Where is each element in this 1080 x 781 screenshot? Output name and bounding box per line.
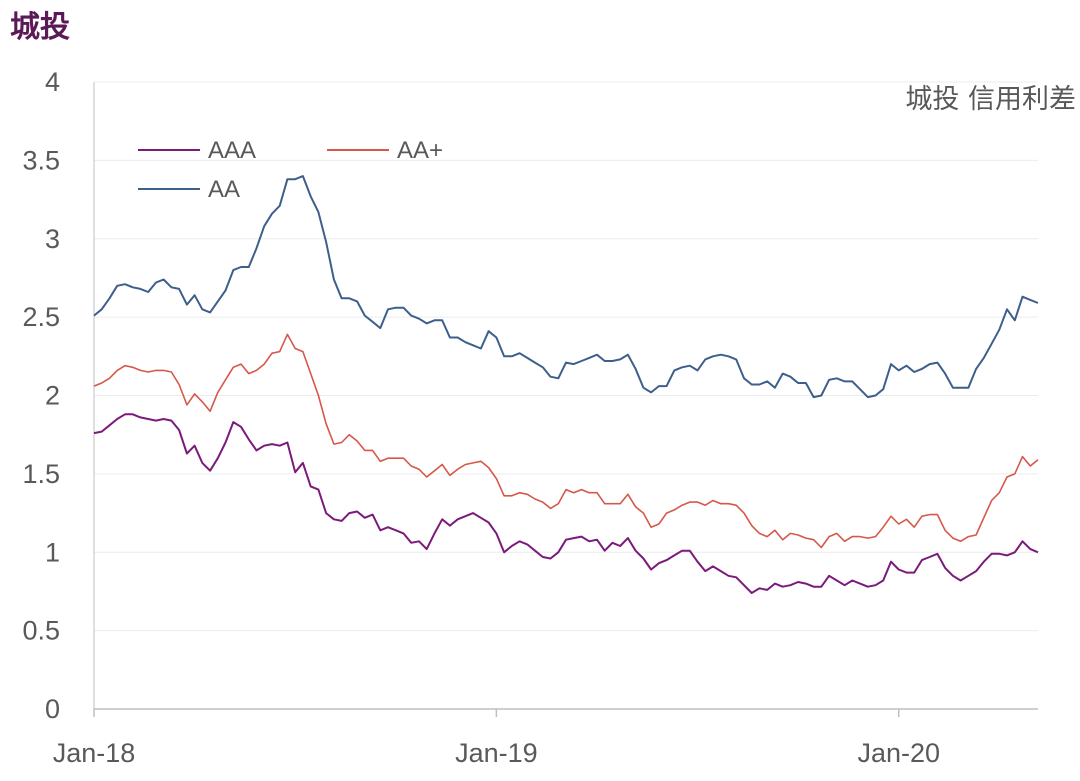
legend-label: AAA — [208, 137, 256, 164]
y-tick-label: 2 — [45, 381, 60, 411]
chart-title: 城投 信用利差 — [905, 84, 1076, 115]
series-line-aaplus — [93, 333, 1039, 549]
y-tick-label: 4 — [45, 67, 60, 97]
chart-legend: AAA AA+ AA — [138, 137, 443, 203]
gridlines — [94, 81, 1038, 632]
series-line-aa — [93, 175, 1039, 399]
x-tick-label: Jan-18 — [53, 738, 136, 768]
page-title: 城投 — [10, 10, 70, 45]
legend-label: AA — [208, 176, 240, 203]
y-axis-tick-labels: 0 0.5 1 1.5 2 2.5 3 3.5 4 — [22, 67, 60, 724]
y-tick-label: 1.5 — [22, 459, 60, 489]
x-axis-tick-labels: Jan-18 Jan-19 Jan-20 — [53, 709, 940, 768]
y-tick-label: 3 — [45, 224, 60, 254]
y-tick-label: 3.5 — [22, 145, 60, 175]
y-tick-label: 0 — [45, 694, 60, 724]
y-tick-label: 0.5 — [22, 616, 60, 646]
x-tick-label: Jan-19 — [455, 738, 538, 768]
y-tick-label: 2.5 — [22, 302, 60, 332]
series-lines — [93, 175, 1039, 594]
chart-axes — [93, 82, 1038, 710]
x-tick-label: Jan-20 — [857, 738, 940, 768]
legend-label: AA+ — [397, 137, 443, 164]
series-line-aaa — [93, 413, 1039, 594]
y-tick-label: 1 — [45, 537, 60, 567]
